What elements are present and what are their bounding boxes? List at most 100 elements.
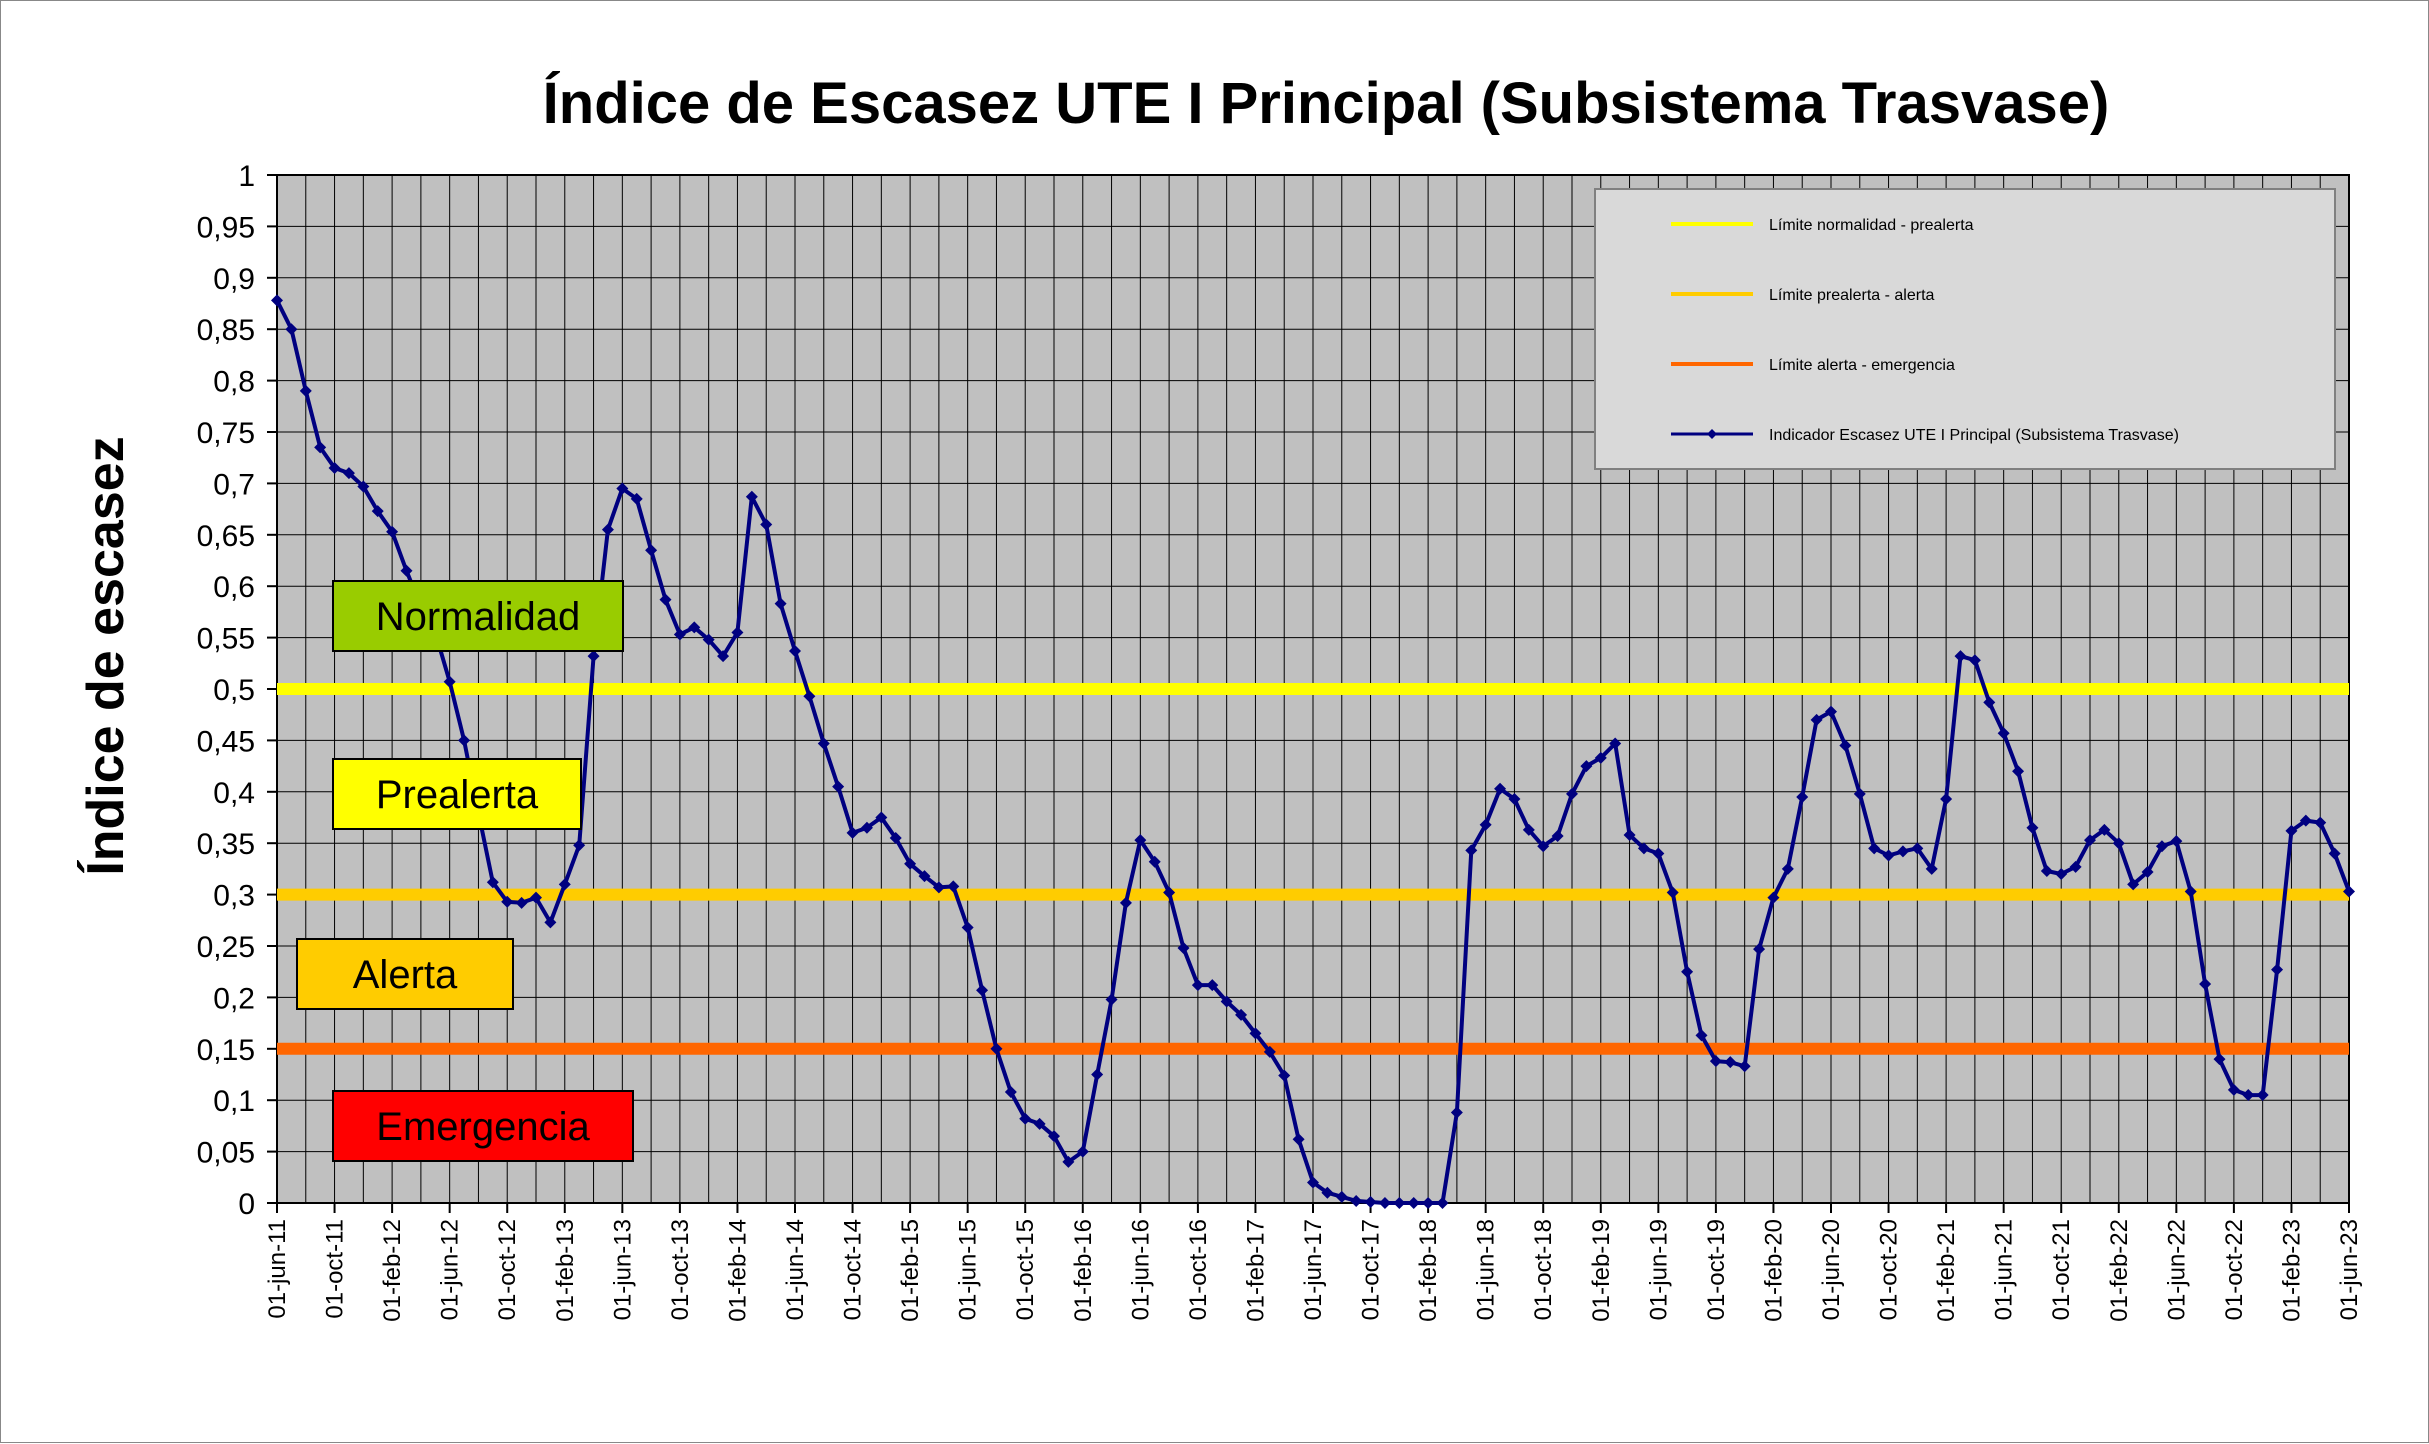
data-point	[458, 734, 471, 747]
data-point	[860, 821, 873, 834]
x-tick-label: 01-jun-23	[2336, 1219, 2363, 1320]
data-point	[976, 984, 989, 997]
x-tick-label: 01-oct-20	[1876, 1219, 1903, 1320]
data-point	[1220, 995, 1233, 1008]
x-tick-label: 01-jun-18	[1473, 1219, 1500, 1320]
x-tick-label: 01-feb-13	[552, 1219, 579, 1322]
x-tick-label: 01-feb-18	[1415, 1219, 1442, 1322]
data-point	[745, 490, 758, 503]
data-point	[1580, 760, 1593, 773]
y-tick-label: 0,25	[197, 931, 255, 964]
data-point	[918, 870, 931, 883]
data-point	[1033, 1117, 1046, 1130]
x-axis-ticks: 01-jun-11 01-oct-11 01-feb-12 01-jun-12 01-o…	[264, 1203, 2363, 1322]
data-point	[889, 832, 902, 845]
legend-label: Indicador Escasez UTE I Principal (Subsi…	[1769, 427, 2179, 444]
x-tick-label: 01-oct-16	[1185, 1219, 1212, 1320]
data-point	[1666, 886, 1679, 899]
x-tick-label: 01-oct-18	[1530, 1219, 1557, 1320]
data-point	[2184, 885, 2197, 898]
data-point	[1407, 1197, 1420, 1209]
data-point	[1350, 1194, 1363, 1207]
zone-label-box	[332, 580, 624, 652]
data-point	[544, 916, 557, 929]
data-point	[630, 492, 643, 505]
data-point	[400, 564, 413, 577]
data-point	[961, 921, 974, 934]
data-point	[904, 857, 917, 870]
data-point	[1019, 1112, 1032, 1125]
data-point	[2155, 840, 2168, 853]
data-point	[1954, 650, 1967, 663]
data-point	[1163, 886, 1176, 899]
data-point	[1825, 705, 1837, 718]
x-tick-label: 01-feb-16	[1070, 1219, 1097, 1322]
data-point	[443, 675, 456, 688]
legend-label: Límite prealerta - alerta	[1769, 287, 1935, 304]
data-point	[587, 650, 600, 663]
zone-label-box	[332, 1090, 634, 1162]
y-tick-label: 0,1	[213, 1085, 255, 1118]
data-point	[1076, 1145, 1089, 1158]
data-point	[1393, 1197, 1406, 1209]
data-point	[515, 896, 528, 909]
chart-title: Índice de Escasez UTE I Principal (Subsi…	[543, 71, 2110, 136]
data-point	[1522, 823, 1535, 836]
data-point	[2328, 847, 2341, 860]
data-point	[1594, 751, 1607, 764]
threshold-lines	[277, 683, 2349, 1055]
data-point	[342, 467, 355, 480]
data-point	[371, 505, 384, 518]
data-point	[1623, 828, 1636, 841]
y-tick-label: 0,5	[213, 674, 255, 707]
data-point	[1278, 1069, 1291, 1082]
data-point	[659, 593, 672, 606]
data-point	[774, 597, 787, 610]
data-point	[2242, 1089, 2255, 1102]
data-point	[1839, 739, 1852, 752]
y-tick-label: 0,85	[197, 314, 255, 347]
data-point	[789, 644, 801, 657]
data-point	[2055, 868, 2068, 881]
x-tick-label: 01-feb-14	[724, 1219, 751, 1322]
y-axis-label: Índice de escasez	[77, 436, 135, 875]
x-tick-label: 01-jun-12	[437, 1219, 464, 1320]
data-point	[1292, 1133, 1305, 1146]
data-point	[1767, 891, 1780, 904]
y-tick-label: 0,2	[213, 982, 255, 1015]
data-point	[1709, 1055, 1722, 1068]
data-point	[1882, 849, 1895, 862]
data-point	[1004, 1085, 1017, 1098]
x-tick-label: 01-oct-15	[1012, 1219, 1039, 1320]
data-point	[2127, 878, 2140, 891]
legend: Límite normalidad - prealerta Límite prea…	[1594, 188, 2336, 470]
data-point	[1335, 1190, 1348, 1203]
data-point	[1235, 1008, 1248, 1021]
x-tick-label: 01-jun-20	[1818, 1219, 1845, 1320]
data-point	[386, 525, 399, 538]
x-tick-label: 01-jun-14	[782, 1219, 809, 1320]
data-point	[1537, 840, 1550, 853]
data-point	[357, 480, 370, 493]
x-tick-label: 01-feb-22	[2106, 1219, 2133, 1322]
data-point	[1753, 943, 1766, 956]
data-point	[1191, 979, 1204, 992]
data-point	[1134, 834, 1147, 847]
data-point	[2314, 816, 2327, 829]
data-point	[601, 523, 614, 536]
data-point	[1983, 696, 1996, 709]
data-point	[2040, 864, 2053, 877]
data-point	[1494, 782, 1507, 795]
y-tick-label: 0	[238, 1188, 255, 1221]
x-tick-label: 01-oct-12	[494, 1219, 521, 1320]
data-point	[2170, 835, 2183, 848]
data-point	[1479, 818, 1492, 831]
y-axis-ticks: 0 0,05 0,1 0,15 0,2 0,25 0,3 0,35 0,4 0,45 0,5 0,55…	[197, 160, 277, 1221]
data-point	[573, 839, 586, 852]
x-tick-label: 01-feb-17	[1242, 1219, 1269, 1322]
data-point	[2098, 823, 2111, 836]
data-point	[2141, 865, 2154, 878]
data-point	[2343, 885, 2355, 898]
y-tick-label: 0,6	[213, 571, 255, 604]
legend-label: Límite alerta - emergencia	[1769, 357, 1955, 374]
